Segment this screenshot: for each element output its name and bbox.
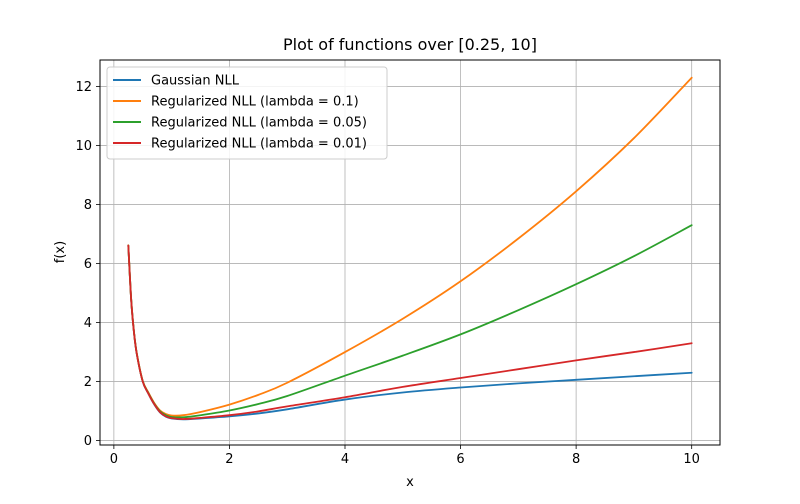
series-line-4 [127,244,693,420]
y-tick-label: 8 [84,198,92,213]
legend-label-4: Regularized NLL (lambda = 0.01) [151,137,367,152]
series-layer [127,76,693,421]
y-tick-label: 2 [84,375,92,390]
x-tick-label: 8 [572,452,580,467]
legend-box [106,66,388,160]
x-tick-label: 0 [110,452,118,467]
x-axis-label: x [406,475,414,490]
tick-label-layer: 0 2 4 6 8 10 0 2 4 6 8 10 12 [75,80,700,467]
y-tick-label: 4 [84,316,92,331]
x-tick-label: 2 [225,452,233,467]
x-tick-label: 10 [683,452,700,467]
chart-title: Plot of functions over [0.25, 10] [283,35,537,54]
legend-label-2: Regularized NLL (lambda = 0.1) [151,95,359,110]
legend-label-3: Regularized NLL (lambda = 0.05) [151,116,367,131]
legend-label-1: Gaussian NLL [151,74,240,89]
y-tick-label: 10 [75,139,92,154]
legend: Gaussian NLL Regularized NLL (lambda = 0.… [106,66,388,160]
y-tick-label: 6 [84,257,92,272]
x-tick-label: 4 [341,452,349,467]
y-axis-label: f(x) [53,241,68,263]
plot-frame [99,59,721,446]
y-tick-label: 12 [75,80,92,95]
tick-layer [96,86,693,449]
x-tick-label: 6 [456,452,464,467]
y-tick-label: 0 [84,434,92,449]
